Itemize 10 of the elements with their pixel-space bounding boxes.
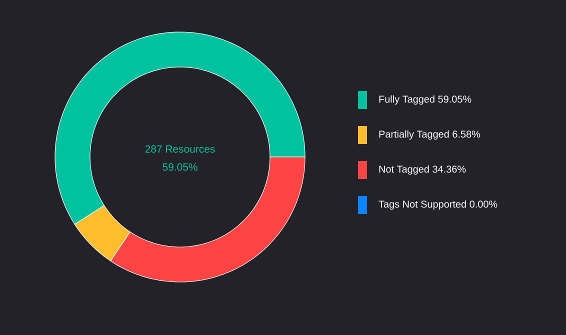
legend-label: Fully Tagged	[379, 95, 434, 105]
text: 0.00%	[470, 200, 498, 208]
legend-label: Tags Not Supported	[378, 200, 466, 210]
data-label: 59.05%	[438, 96, 472, 103]
text: 287 Resources	[145, 145, 215, 153]
data-label: 6.58%	[452, 130, 480, 138]
text: 59.05%	[162, 163, 198, 171]
data-label: 34.36%	[432, 166, 466, 173]
legend-label: Partially Tagged	[379, 130, 449, 140]
legend-label: Not Tagged	[379, 165, 429, 175]
